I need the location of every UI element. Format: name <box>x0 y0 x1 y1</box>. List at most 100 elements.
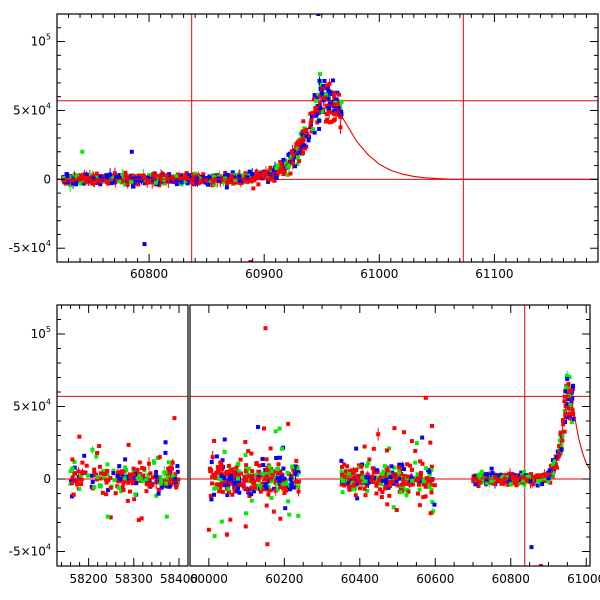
plot-area-segment <box>57 395 188 523</box>
data-point <box>350 468 355 473</box>
data-point <box>551 471 556 476</box>
data-point <box>174 182 179 187</box>
data-point <box>380 490 385 495</box>
data-point <box>567 416 572 421</box>
x-tick-label: 60900 <box>245 267 283 281</box>
data-point <box>266 492 271 497</box>
data-point <box>175 469 180 474</box>
data-point <box>123 182 128 187</box>
data-point <box>126 475 131 480</box>
data-point <box>270 174 275 179</box>
data-point <box>250 172 255 177</box>
data-point <box>170 473 175 478</box>
data-point <box>415 491 420 496</box>
data-point <box>100 471 105 476</box>
data-point <box>416 477 421 482</box>
data-point <box>268 446 273 451</box>
data-point <box>246 474 251 479</box>
data-point <box>276 462 281 467</box>
data-point <box>117 464 122 469</box>
data-point <box>136 518 141 523</box>
data-point <box>142 466 147 471</box>
data-point <box>347 483 352 488</box>
data-point <box>376 432 381 437</box>
data-point <box>274 467 279 472</box>
data-point <box>290 161 295 166</box>
data-point <box>295 466 300 471</box>
data-point <box>390 473 395 478</box>
data-point <box>424 476 429 481</box>
data-point <box>378 487 383 492</box>
data-point <box>313 106 318 111</box>
data-point <box>427 472 432 477</box>
data-point <box>288 171 293 176</box>
data-point <box>330 78 335 83</box>
data-point <box>387 493 392 498</box>
data-point <box>529 472 534 477</box>
data-point <box>420 461 425 466</box>
data-point <box>238 471 243 476</box>
data-point <box>277 479 282 484</box>
data-point <box>347 477 352 482</box>
data-point <box>427 469 432 474</box>
data-point <box>354 474 359 479</box>
data-point <box>309 117 314 122</box>
x-tick-label: 61100 <box>475 267 513 281</box>
data-point <box>167 484 172 489</box>
data-point <box>65 173 70 178</box>
data-point <box>252 482 257 487</box>
data-point <box>367 457 372 462</box>
data-point <box>318 105 323 110</box>
data-point <box>74 174 79 179</box>
data-point <box>249 451 254 456</box>
data-point <box>108 172 113 177</box>
data-point <box>394 479 399 484</box>
data-point <box>385 468 390 473</box>
data-point <box>547 468 552 473</box>
data-point <box>294 458 299 463</box>
data-point <box>197 176 202 181</box>
data-point <box>95 450 100 455</box>
data-point <box>256 173 261 178</box>
data-point <box>305 133 310 138</box>
data-point <box>529 475 534 480</box>
data-point <box>257 463 262 468</box>
x-tick-label: 58200 <box>70 572 108 586</box>
data-point <box>245 175 250 180</box>
data-point <box>505 475 510 480</box>
data-point <box>174 483 179 488</box>
data-point <box>90 447 95 452</box>
data-point <box>154 493 159 498</box>
data-point <box>409 439 414 444</box>
data-point <box>263 482 268 487</box>
data-point <box>142 181 147 186</box>
data-point <box>418 474 423 479</box>
data-point <box>147 173 152 178</box>
top-panel: 60800 60900 61000 61100 -5×104 0 5×104 105 <box>9 13 599 281</box>
data-point <box>571 383 576 388</box>
data-point <box>134 481 139 486</box>
data-point <box>282 476 287 481</box>
data-point <box>105 468 110 473</box>
data-point <box>500 474 505 479</box>
data-point <box>370 466 375 471</box>
data-point <box>236 461 241 466</box>
scatter-points <box>206 326 576 566</box>
data-point <box>531 482 536 487</box>
data-point <box>172 416 177 421</box>
data-point <box>121 481 126 486</box>
data-point <box>215 465 220 470</box>
data-point <box>135 467 140 472</box>
data-point <box>225 173 230 178</box>
data-point <box>122 476 127 481</box>
data-point <box>206 527 211 532</box>
data-point <box>131 184 136 189</box>
data-point <box>396 476 401 481</box>
data-point <box>430 500 435 505</box>
data-point <box>391 505 396 510</box>
data-point <box>109 181 114 186</box>
data-point <box>84 179 89 184</box>
data-point <box>105 514 110 519</box>
data-point <box>76 469 81 474</box>
data-point <box>185 176 190 181</box>
